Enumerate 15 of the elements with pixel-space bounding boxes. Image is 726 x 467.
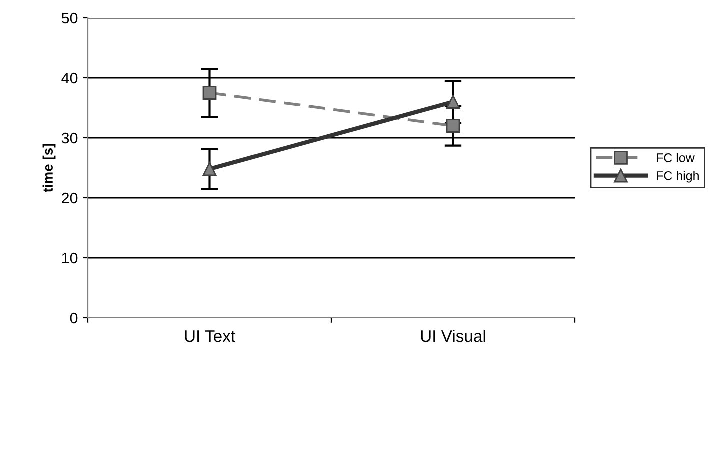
y-tick-label: 0 xyxy=(70,312,78,324)
point xyxy=(202,162,217,176)
point xyxy=(446,119,460,133)
x-tick-label: UI Text xyxy=(185,330,236,342)
legend-label: FC high xyxy=(657,171,699,183)
y-tick-label: 30 xyxy=(62,132,78,144)
x-tick-label: UI Visual xyxy=(421,330,486,342)
y-tick-label: 50 xyxy=(62,12,78,24)
y-tick-label: 20 xyxy=(62,192,78,204)
point xyxy=(202,86,217,100)
y-tick-label: 10 xyxy=(62,252,78,264)
y-axis-title: time [s] xyxy=(42,144,56,193)
legend-label: FC low xyxy=(657,153,695,162)
point xyxy=(446,95,460,109)
y-tick-label: 40 xyxy=(62,72,78,84)
